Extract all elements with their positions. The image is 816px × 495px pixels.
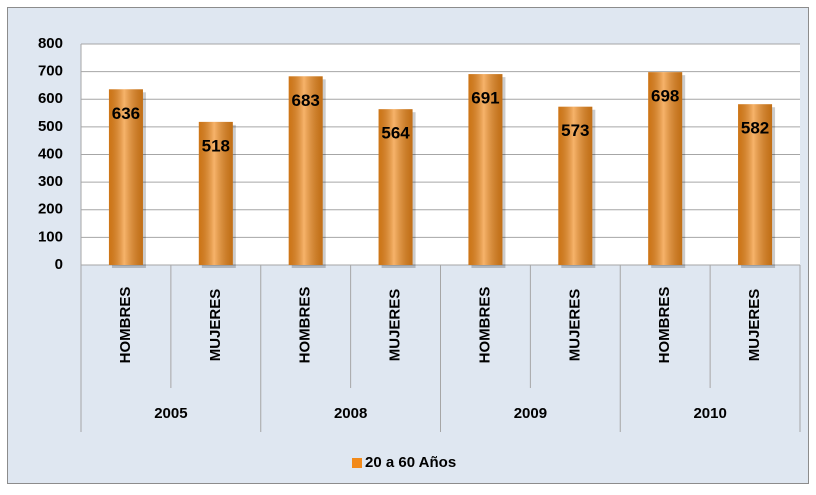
data-label: 691 — [471, 89, 499, 108]
bar-shine — [648, 72, 683, 266]
x-tick-label: HOMBRES — [656, 287, 673, 364]
x-tick-label: HOMBRES — [476, 287, 493, 364]
y-tick-label: 0 — [55, 256, 63, 273]
data-label: 564 — [381, 124, 410, 143]
y-tick-label: 600 — [38, 90, 63, 107]
bar-shine — [108, 89, 143, 266]
group-label: 2010 — [693, 405, 726, 422]
bar-shine — [468, 74, 503, 265]
legend-label: 20 a 60 Años — [365, 454, 456, 471]
x-tick-label: MUJERES — [746, 289, 763, 362]
group-label: 2008 — [334, 405, 367, 422]
y-tick-label: 700 — [38, 63, 63, 80]
y-tick-label: 500 — [38, 118, 63, 135]
data-label: 636 — [112, 104, 140, 123]
bar-shine — [288, 76, 323, 265]
bar-shine — [558, 106, 593, 266]
data-label: 518 — [202, 136, 230, 155]
data-label: 683 — [292, 91, 320, 110]
x-tick-label: MUJERES — [566, 289, 583, 362]
bar-shine — [738, 104, 773, 265]
legend-swatch — [352, 458, 362, 468]
bar-shine — [198, 121, 233, 265]
y-tick-label: 100 — [38, 228, 63, 245]
y-tick-label: 300 — [38, 173, 63, 190]
group-label: 2005 — [154, 405, 187, 422]
y-tick-label: 400 — [38, 145, 63, 162]
x-tick-label: MUJERES — [387, 289, 404, 362]
x-tick-label: MUJERES — [207, 289, 224, 362]
data-label: 582 — [741, 119, 769, 138]
data-label: 698 — [651, 87, 679, 106]
x-tick-label: HOMBRES — [117, 287, 134, 364]
data-label: 573 — [561, 121, 589, 140]
bar-shine — [378, 109, 413, 265]
y-tick-label: 800 — [38, 35, 63, 52]
y-tick-label: 200 — [38, 201, 63, 218]
x-tick-label: HOMBRES — [297, 287, 314, 364]
group-label: 2009 — [514, 405, 547, 422]
